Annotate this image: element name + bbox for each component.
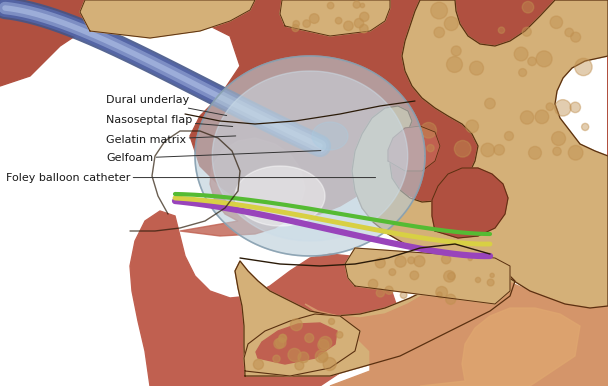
Circle shape	[274, 339, 284, 349]
Circle shape	[582, 124, 589, 130]
Text: Nasoseptal flap: Nasoseptal flap	[106, 115, 233, 127]
Polygon shape	[280, 0, 390, 36]
Circle shape	[292, 24, 299, 32]
Polygon shape	[256, 323, 337, 364]
Circle shape	[430, 2, 447, 19]
Circle shape	[454, 141, 471, 157]
Circle shape	[519, 69, 527, 76]
Circle shape	[528, 57, 536, 66]
Circle shape	[535, 110, 549, 124]
Circle shape	[353, 1, 361, 8]
Circle shape	[280, 334, 286, 341]
Circle shape	[389, 269, 396, 276]
Circle shape	[446, 294, 456, 304]
Circle shape	[328, 318, 334, 325]
Circle shape	[273, 355, 280, 362]
Circle shape	[499, 27, 505, 33]
Circle shape	[451, 46, 461, 56]
Circle shape	[360, 24, 368, 33]
Circle shape	[408, 257, 415, 264]
Circle shape	[514, 47, 528, 61]
Circle shape	[375, 258, 385, 268]
Circle shape	[570, 102, 581, 113]
Circle shape	[494, 145, 505, 155]
Circle shape	[291, 319, 302, 331]
Circle shape	[316, 350, 328, 362]
Circle shape	[395, 256, 406, 267]
Polygon shape	[180, 138, 305, 236]
Circle shape	[309, 14, 319, 24]
Circle shape	[565, 28, 573, 37]
Polygon shape	[432, 168, 508, 238]
Circle shape	[427, 144, 434, 152]
Circle shape	[410, 271, 419, 280]
Circle shape	[295, 361, 304, 370]
Circle shape	[520, 111, 534, 124]
Circle shape	[485, 98, 496, 109]
Circle shape	[446, 56, 463, 73]
Circle shape	[550, 16, 562, 29]
Circle shape	[444, 17, 458, 30]
Polygon shape	[388, 126, 440, 171]
Circle shape	[536, 51, 552, 67]
Circle shape	[487, 279, 494, 286]
Text: Gelatin matrix: Gelatin matrix	[106, 135, 236, 145]
Circle shape	[319, 352, 328, 362]
Circle shape	[434, 27, 444, 38]
Circle shape	[568, 146, 583, 160]
Circle shape	[490, 273, 494, 278]
Circle shape	[475, 278, 480, 283]
Text: Gelfoam: Gelfoam	[106, 151, 321, 163]
Polygon shape	[130, 211, 400, 386]
Circle shape	[336, 332, 343, 338]
Circle shape	[575, 58, 592, 76]
Polygon shape	[420, 308, 580, 386]
Circle shape	[571, 32, 581, 42]
Circle shape	[318, 339, 329, 350]
Polygon shape	[345, 248, 510, 304]
Circle shape	[278, 334, 287, 342]
Circle shape	[400, 292, 407, 298]
Polygon shape	[212, 71, 408, 241]
Circle shape	[553, 147, 561, 156]
Polygon shape	[305, 274, 608, 386]
Circle shape	[522, 2, 534, 13]
Circle shape	[522, 27, 531, 36]
Circle shape	[288, 349, 301, 361]
Circle shape	[505, 132, 513, 141]
Text: Foley balloon catheter: Foley balloon catheter	[6, 173, 376, 183]
Polygon shape	[244, 314, 360, 376]
Circle shape	[436, 286, 447, 298]
Circle shape	[414, 256, 425, 267]
Circle shape	[468, 256, 472, 261]
Circle shape	[437, 292, 442, 297]
Circle shape	[469, 61, 483, 75]
Polygon shape	[352, 0, 608, 308]
Circle shape	[323, 357, 336, 371]
Circle shape	[305, 334, 314, 342]
Circle shape	[554, 100, 571, 116]
Circle shape	[298, 352, 309, 363]
Circle shape	[360, 3, 365, 8]
Circle shape	[551, 132, 565, 146]
Polygon shape	[195, 56, 425, 256]
Circle shape	[447, 273, 455, 280]
Circle shape	[344, 21, 353, 30]
Circle shape	[327, 2, 334, 9]
Polygon shape	[235, 166, 325, 226]
Circle shape	[354, 19, 364, 28]
Circle shape	[444, 271, 455, 282]
Polygon shape	[235, 261, 515, 376]
Circle shape	[546, 103, 554, 110]
Text: Dural underlay: Dural underlay	[106, 95, 227, 115]
Circle shape	[441, 255, 451, 264]
Circle shape	[360, 12, 369, 22]
Circle shape	[275, 338, 286, 348]
Circle shape	[385, 286, 393, 294]
Circle shape	[481, 143, 494, 157]
Circle shape	[466, 120, 478, 133]
Circle shape	[293, 20, 300, 27]
Circle shape	[319, 337, 332, 349]
Circle shape	[528, 146, 542, 159]
